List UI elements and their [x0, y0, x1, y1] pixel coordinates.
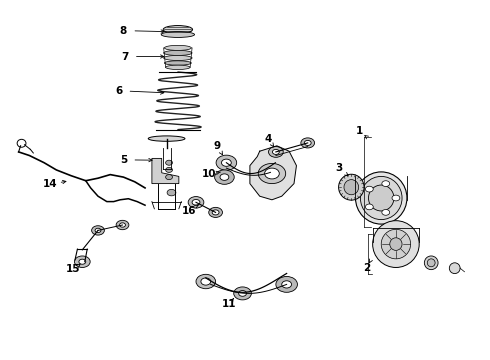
Text: 4: 4 — [264, 134, 272, 144]
Circle shape — [301, 138, 315, 148]
Circle shape — [188, 197, 204, 208]
Polygon shape — [250, 146, 296, 200]
Ellipse shape — [163, 26, 193, 33]
Ellipse shape — [164, 61, 191, 65]
Circle shape — [366, 186, 373, 192]
Circle shape — [265, 168, 279, 179]
Circle shape — [221, 159, 231, 166]
Circle shape — [212, 210, 219, 215]
Circle shape — [282, 281, 292, 288]
Circle shape — [120, 223, 125, 227]
Ellipse shape — [148, 136, 185, 141]
Circle shape — [167, 189, 176, 196]
Text: 9: 9 — [214, 141, 220, 151]
Ellipse shape — [390, 238, 402, 251]
Ellipse shape — [161, 32, 195, 37]
Ellipse shape — [449, 263, 460, 274]
Text: 1: 1 — [356, 126, 363, 136]
Ellipse shape — [164, 45, 191, 50]
Circle shape — [269, 147, 283, 157]
Circle shape — [166, 167, 172, 172]
Circle shape — [201, 278, 211, 285]
Text: 15: 15 — [66, 264, 81, 274]
Circle shape — [166, 175, 172, 180]
Circle shape — [276, 276, 297, 292]
Circle shape — [116, 220, 129, 230]
Circle shape — [166, 160, 172, 165]
Text: 11: 11 — [222, 299, 237, 309]
Text: 7: 7 — [121, 51, 129, 62]
Circle shape — [239, 291, 246, 296]
Circle shape — [234, 287, 251, 300]
Circle shape — [209, 207, 222, 217]
Circle shape — [366, 204, 373, 210]
Circle shape — [196, 274, 216, 289]
Ellipse shape — [344, 180, 359, 195]
Ellipse shape — [164, 50, 192, 55]
Circle shape — [304, 140, 311, 145]
Ellipse shape — [166, 65, 190, 69]
Ellipse shape — [339, 174, 364, 200]
Ellipse shape — [424, 256, 438, 270]
Circle shape — [258, 163, 286, 184]
Text: 5: 5 — [120, 155, 127, 165]
Text: 16: 16 — [181, 206, 196, 216]
Ellipse shape — [368, 185, 394, 211]
Text: 6: 6 — [115, 86, 122, 96]
Ellipse shape — [361, 176, 402, 220]
Text: 8: 8 — [120, 26, 127, 36]
Circle shape — [95, 228, 101, 233]
Text: 10: 10 — [202, 169, 217, 179]
Circle shape — [272, 149, 279, 154]
Circle shape — [220, 174, 229, 180]
Polygon shape — [152, 158, 179, 184]
Ellipse shape — [164, 55, 192, 60]
Circle shape — [216, 155, 237, 170]
Text: 3: 3 — [336, 163, 343, 174]
Ellipse shape — [381, 229, 411, 259]
Text: 14: 14 — [43, 179, 57, 189]
Ellipse shape — [356, 172, 407, 224]
Circle shape — [382, 181, 390, 186]
Circle shape — [192, 199, 200, 205]
Circle shape — [74, 256, 90, 267]
Circle shape — [215, 170, 234, 184]
Circle shape — [79, 259, 86, 264]
Ellipse shape — [372, 221, 419, 267]
Text: 2: 2 — [363, 263, 370, 273]
Ellipse shape — [427, 259, 435, 267]
Circle shape — [382, 210, 390, 215]
Circle shape — [92, 226, 104, 235]
Circle shape — [392, 195, 400, 201]
